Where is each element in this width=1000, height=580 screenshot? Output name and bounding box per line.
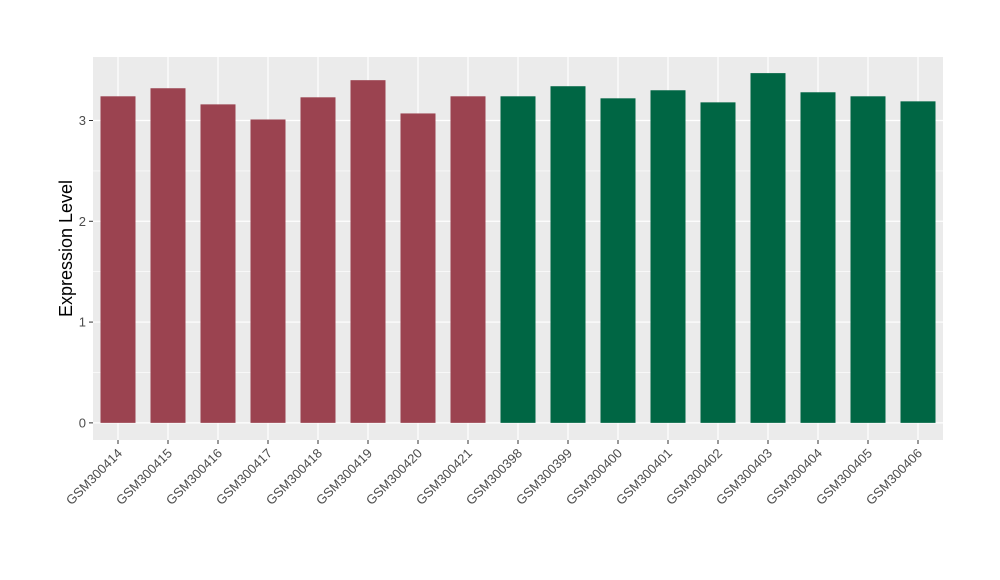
y-tick-label: 2 xyxy=(79,214,86,229)
bar xyxy=(600,98,636,423)
y-tick-label: 3 xyxy=(79,113,86,128)
bar xyxy=(850,96,886,423)
bar xyxy=(550,86,586,423)
bars xyxy=(100,73,936,423)
x-axis: GSM300414GSM300415GSM300416GSM300417GSM3… xyxy=(63,440,925,508)
bar xyxy=(750,73,786,423)
bar xyxy=(500,96,536,423)
bar xyxy=(100,96,136,423)
bar xyxy=(200,104,236,423)
bar xyxy=(350,80,386,423)
y-axis-title: Expression Level xyxy=(56,180,76,317)
bar xyxy=(300,97,336,423)
bar xyxy=(700,102,736,423)
y-tick-label: 1 xyxy=(79,315,86,330)
y-axis: 0 1 2 3 xyxy=(79,113,93,430)
bar xyxy=(800,92,836,423)
bar xyxy=(650,90,686,423)
bar xyxy=(250,119,286,423)
y-tick-label: 0 xyxy=(79,415,86,430)
bar xyxy=(150,88,186,423)
bar xyxy=(400,113,436,423)
bar xyxy=(450,96,486,423)
bar xyxy=(900,101,936,423)
